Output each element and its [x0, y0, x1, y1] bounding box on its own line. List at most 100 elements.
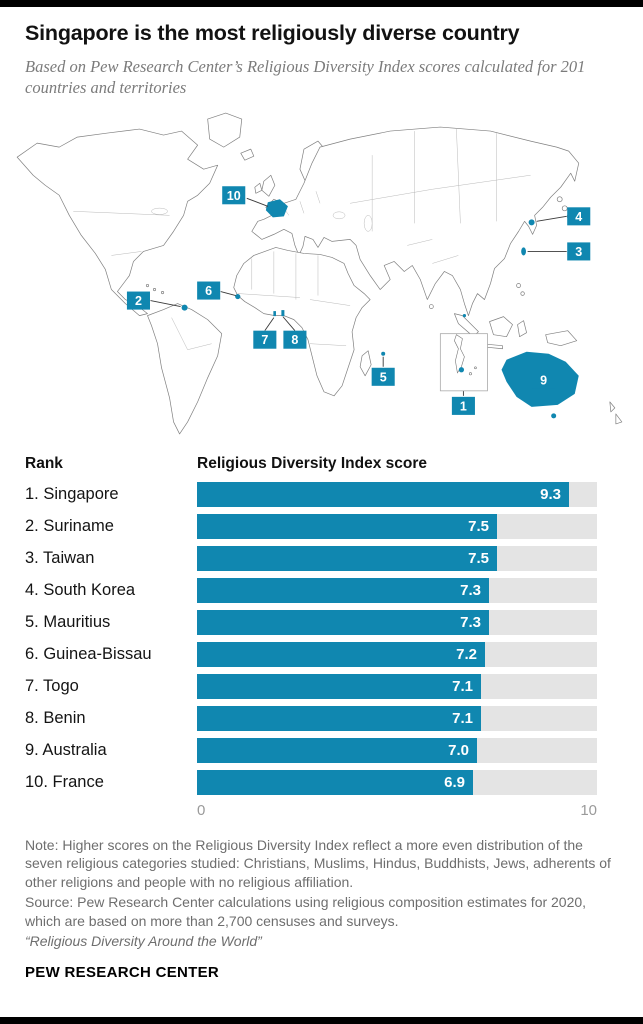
map-marker-4: 4 — [567, 207, 591, 226]
score-header: Religious Diversity Index score — [197, 454, 428, 472]
rank-header: Rank — [25, 454, 63, 472]
world-map: 1 2 3 4 5 6 7 8 9 — [11, 103, 633, 447]
note-text: Note: Higher scores on the Religious Div… — [25, 836, 611, 890]
bottom-rule — [0, 1017, 643, 1024]
bar-label: 7. Togo — [25, 676, 79, 695]
world-map-svg: 1 2 3 4 5 6 7 8 9 — [16, 112, 623, 435]
map-marker-5: 5 — [371, 367, 395, 386]
map-marker-6: 6 — [197, 281, 221, 300]
bar-value: 7.3 — [460, 613, 481, 631]
chart-row: 1. Singapore 9.3 — [25, 481, 597, 507]
bar-track: 7.5 — [197, 513, 597, 539]
bar-fill: 7.1 — [197, 673, 481, 699]
chart-axis: 0 10 — [25, 802, 597, 819]
bar-label: 8. Benin — [25, 708, 86, 727]
bar-fill: 9.3 — [197, 481, 569, 507]
bar-fill: 7.3 — [197, 609, 489, 635]
bar-label: 10. France — [25, 772, 104, 791]
chart-row: 5. Mauritius 7.3 — [25, 609, 597, 635]
svg-text:3: 3 — [575, 245, 582, 259]
chart-row: 6. Guinea-Bissau 7.2 — [25, 641, 597, 667]
map-marker-7: 7 — [253, 330, 277, 349]
bar-fill: 6.9 — [197, 769, 473, 795]
bar-value: 7.2 — [456, 645, 477, 663]
bar-fill: 7.5 — [197, 545, 497, 571]
bar-track: 7.2 — [197, 641, 597, 667]
map-marker-10: 10 — [222, 186, 246, 205]
chart-row: 9. Australia 7.0 — [25, 737, 597, 763]
bar-label: 5. Mauritius — [25, 612, 111, 631]
country-singapore — [462, 313, 467, 318]
svg-text:7: 7 — [261, 333, 268, 347]
report-title: “Religious Diversity Around the World” — [25, 933, 262, 950]
axis-ticks: 0 10 — [197, 802, 597, 819]
axis-tick-max: 10 — [580, 801, 597, 819]
svg-text:8: 8 — [291, 333, 298, 347]
svg-text:10: 10 — [227, 189, 241, 203]
country-togo — [273, 310, 276, 316]
bar-fill: 7.0 — [197, 737, 477, 763]
continents — [16, 112, 623, 435]
bar-fill: 7.1 — [197, 705, 481, 731]
pew-research-center-wordmark: PEW RESEARCH CENTER — [25, 963, 220, 981]
map-marker-9: 9 — [532, 370, 556, 389]
chart-row: 8. Benin 7.1 — [25, 705, 597, 731]
chart-row: 10. France 6.9 — [25, 769, 597, 795]
country-borders — [73, 128, 531, 350]
chart-row: 4. South Korea 7.3 — [25, 577, 597, 603]
country-suriname — [181, 304, 188, 311]
bar-value: 7.0 — [448, 741, 469, 759]
bar-track: 7.0 — [197, 737, 597, 763]
top-rule — [0, 0, 643, 7]
page: Singapore is the most religiously divers… — [11, 21, 633, 981]
bar-label: 6. Guinea-Bissau — [25, 644, 152, 663]
bar-label: 1. Singapore — [25, 484, 119, 503]
bar-fill: 7.2 — [197, 641, 485, 667]
country-mauritius — [381, 351, 386, 356]
page-subtitle: Based on Pew Research Center’s Religious… — [25, 57, 586, 98]
page-title: Singapore is the most religiously divers… — [25, 21, 520, 45]
map-marker-8: 8 — [283, 330, 307, 349]
bar-value: 7.1 — [452, 677, 473, 695]
svg-text:6: 6 — [205, 284, 212, 298]
bar-value: 7.5 — [468, 549, 489, 567]
country-guinea-bissau — [235, 293, 241, 300]
bar-value: 6.9 — [444, 773, 465, 791]
source-text: Source: Pew Research Center calculations… — [25, 894, 587, 929]
map-marker-2: 2 — [126, 291, 150, 310]
chart-rows: 1. Singapore 9.3 2. Suriname 7.5 3. Taiwan 7.… — [25, 481, 597, 795]
bar-track: 6.9 — [197, 769, 597, 795]
bar-track: 7.3 — [197, 577, 597, 603]
bar-label: 9. Australia — [25, 740, 107, 759]
bar-value: 7.5 — [468, 517, 489, 535]
bar-fill: 7.5 — [197, 513, 497, 539]
bar-fill: 7.3 — [197, 577, 489, 603]
svg-text:4: 4 — [575, 210, 582, 224]
axis-tick-min: 0 — [197, 801, 206, 819]
bar-track: 7.1 — [197, 673, 597, 699]
chart-row: 2. Suriname 7.5 — [25, 513, 597, 539]
chart-row: 3. Taiwan 7.5 — [25, 545, 597, 571]
bar-track: 9.3 — [197, 481, 597, 507]
footnotes: Note: Higher scores on the Religious Div… — [25, 836, 618, 951]
bar-value: 9.3 — [540, 485, 561, 503]
bar-track: 7.3 — [197, 609, 597, 635]
bar-track: 7.1 — [197, 705, 597, 731]
marker-connectors — [150, 197, 567, 396]
svg-text:2: 2 — [135, 294, 142, 308]
bar-track: 7.5 — [197, 545, 597, 571]
axis-spacer — [25, 802, 197, 819]
country-benin — [281, 309, 285, 316]
chart-header: Rank Religious Diversity Index score — [25, 455, 597, 473]
bar-chart: Rank Religious Diversity Index score 1. … — [25, 455, 597, 819]
chart-row: 7. Togo 7.1 — [25, 673, 597, 699]
map-marker-1: 1 — [451, 396, 475, 415]
bar-label: 3. Taiwan — [25, 548, 95, 567]
bar-label: 2. Suriname — [25, 516, 114, 535]
map-marker-3: 3 — [567, 242, 591, 261]
country-france — [265, 199, 288, 218]
bar-label: 4. South Korea — [25, 580, 136, 599]
svg-text:1: 1 — [460, 399, 467, 413]
country-tasmania — [551, 413, 557, 419]
bar-value: 7.1 — [452, 709, 473, 727]
